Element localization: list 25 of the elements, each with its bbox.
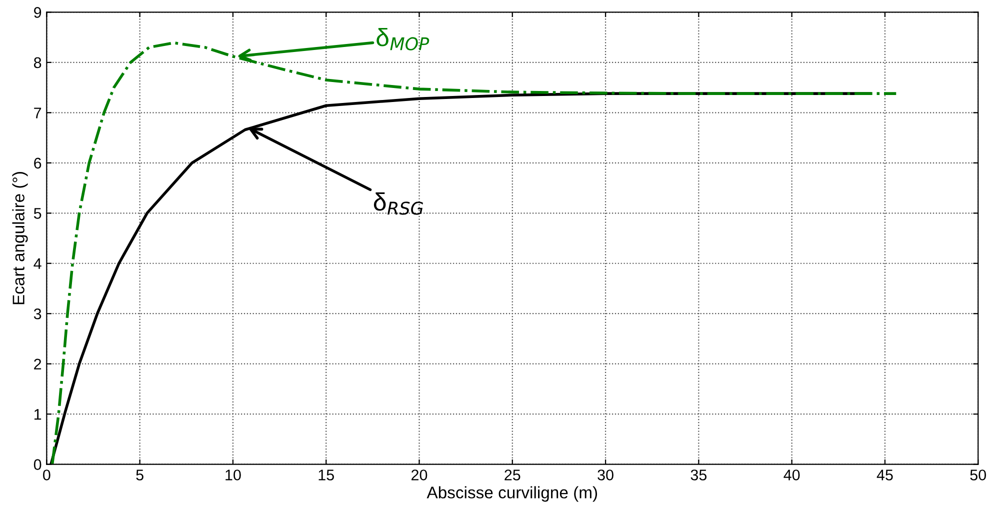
annotation: δ$_{MOP}$ [376,28,430,50]
y-tick-label: 1 [34,409,42,420]
y-tick-label: 6 [34,158,42,169]
annotation: δ$_{RSG}$ [374,192,423,215]
x-tick-label: 15 [318,470,334,480]
x-tick-label: 35 [690,470,707,480]
x-axis-title: Abscisse curviligne (m) [426,486,598,502]
y-tick-label: 8 [34,57,42,68]
y-axis-title: Ecart angulaire (°) [12,172,28,304]
x-tick-label: 5 [136,470,144,480]
x-tick-label: 25 [504,470,520,480]
y-tick-label: 5 [34,208,42,219]
y-tick-label: 2 [34,358,42,370]
y-tick-label: 4 [34,258,42,269]
y-tick-label: 3 [34,308,42,320]
x-tick-label: 40 [784,470,800,480]
x-tick-label: 30 [598,470,614,480]
x-tick-label: 45 [876,470,893,480]
x-tick-label: 0 [43,470,50,480]
x-tick-label: 50 [970,470,986,480]
y-tick-label: 9 [34,7,42,18]
x-tick-label: 10 [226,470,241,480]
y-tick-label: 7 [34,108,42,118]
x-tick-label: 20 [412,470,428,480]
y-tick-label: 0 [34,459,42,470]
